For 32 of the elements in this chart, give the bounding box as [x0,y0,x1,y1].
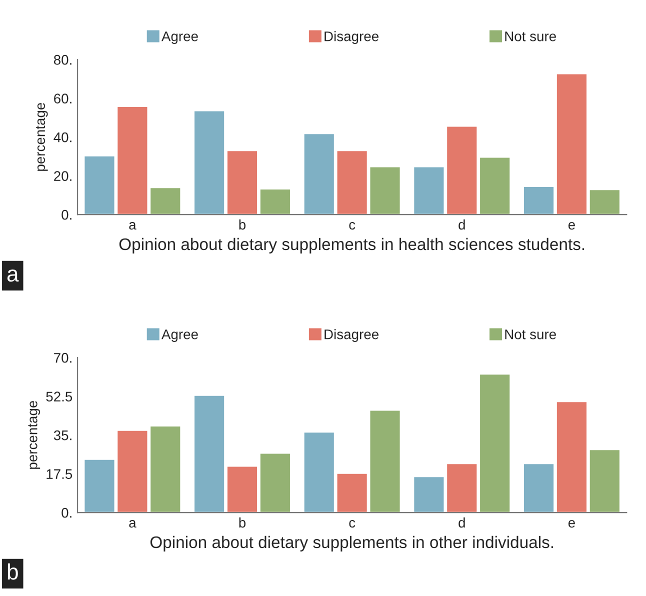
text: a [7,270,19,282]
y-tick-label: 52.5 [46,392,72,402]
y-tick-label: 0. [62,210,72,220]
legend-label: Agree [161,32,198,44]
legend-label: Not sure [505,330,556,340]
y-tick-label: 17.5 [46,469,72,479]
x-tick-label: c [349,222,356,230]
legend-label: Disagree [324,329,378,342]
x-axis-title: Opinion about dietary supplements in other individuals. [150,536,553,552]
x-tick-label: e [568,520,575,528]
x-tick-label: e [568,222,575,230]
y-axis-title: percentage [28,400,40,469]
y-tick-label: 0. [62,508,72,518]
legend-label: Disagree [324,31,378,44]
legend-label: Agree [161,330,198,342]
x-tick-label: a [129,520,136,528]
y-tick-label: 70. [54,352,72,363]
legend-label: Not sure [505,32,556,42]
x-tick-label: a [129,222,136,230]
text: b [8,563,18,580]
y-axis-title: percentage [36,102,48,171]
y-tick-label: 80. [54,54,72,65]
x-tick-label: d [458,517,465,528]
y-tick-label: 40. [54,132,72,142]
x-tick-label: c [349,520,356,528]
y-tick-label: 60. [54,94,72,104]
y-tick-label: 35. [54,430,72,440]
x-tick-label: b [239,517,246,528]
x-axis-title: Opinion about dietary supplements in health sciences students. [119,238,584,254]
x-tick-label: d [458,219,465,230]
x-tick-label: b [239,219,246,230]
y-tick-label: 20. [54,171,72,181]
